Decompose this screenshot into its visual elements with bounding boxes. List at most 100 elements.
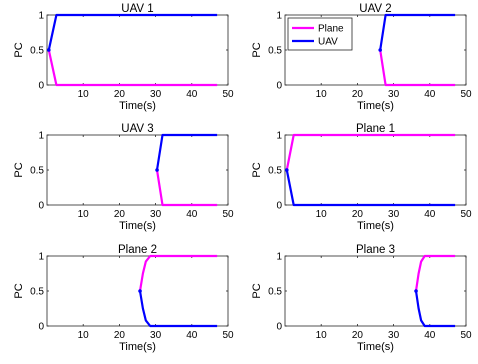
x-axis-label: Time(s) <box>119 341 156 353</box>
x-tick-label: 50 <box>460 209 472 220</box>
x-tick-label: 30 <box>388 209 400 220</box>
x-tick-label: 10 <box>316 330 328 341</box>
x-tick-label: 40 <box>424 209 436 220</box>
series-line <box>47 49 218 87</box>
series-line <box>47 13 218 51</box>
x-tick-label: 40 <box>424 89 436 100</box>
start-point-marker <box>414 289 418 293</box>
subplot-title: UAV 2 <box>359 3 391 15</box>
x-tick-label: 50 <box>222 209 234 220</box>
series-line <box>155 133 218 171</box>
series-line <box>285 169 456 207</box>
x-tick-label: 10 <box>78 89 90 100</box>
series-line <box>155 169 218 207</box>
y-tick-label: 0.5 <box>30 166 44 177</box>
x-tick-label: 10 <box>78 330 90 341</box>
x-tick-label: 40 <box>186 89 198 100</box>
x-tick-label: 40 <box>424 330 436 341</box>
y-axis-label: PC <box>13 42 25 57</box>
x-tick-label: 20 <box>114 330 126 341</box>
y-tick-label: 1 <box>276 131 282 142</box>
x-tick-label: 30 <box>388 89 400 100</box>
x-tick-label: 30 <box>388 330 400 341</box>
x-tick-label: 50 <box>222 89 234 100</box>
y-tick-label: 0 <box>38 322 44 333</box>
axes-box <box>46 255 229 327</box>
series-line <box>285 133 456 171</box>
subplot-title: UAV 1 <box>121 3 153 15</box>
axes-box <box>284 134 467 206</box>
x-axis-label: Time(s) <box>357 100 394 112</box>
start-point-marker <box>285 168 289 172</box>
subplot: 10 20 30 40 50 0 0.5 1 UAV 3 Time(s) PC <box>13 123 234 232</box>
x-axis-label: Time(s) <box>119 220 156 232</box>
axes-box <box>46 134 229 206</box>
subplot: 10 20 30 40 50 0 0.5 1 Plane 1 Time(s) PC <box>251 123 472 232</box>
subplot-title: Plane 2 <box>118 244 157 256</box>
series-line <box>414 290 456 328</box>
x-axis-label: Time(s) <box>357 341 394 353</box>
x-tick-label: 50 <box>222 330 234 341</box>
x-axis-label: Time(s) <box>119 100 156 112</box>
start-point-marker <box>378 48 383 52</box>
series-line <box>138 290 218 328</box>
series-line <box>379 13 456 51</box>
x-tick-label: 50 <box>460 330 472 341</box>
y-tick-label: 1 <box>38 11 44 22</box>
x-tick-label: 20 <box>114 209 126 220</box>
y-tick-label: 0 <box>38 81 44 92</box>
x-tick-label: 20 <box>114 89 126 100</box>
x-tick-label: 40 <box>186 209 198 220</box>
x-tick-label: 30 <box>150 209 162 220</box>
y-tick-label: 0.5 <box>268 287 282 298</box>
y-axis-label: PC <box>251 42 263 57</box>
y-tick-label: 1 <box>38 131 44 142</box>
y-axis-label: PC <box>251 162 263 177</box>
series-line <box>138 254 218 292</box>
y-tick-label: 0.5 <box>30 46 44 57</box>
x-tick-label: 10 <box>316 209 328 220</box>
subplot-title: Plane 1 <box>356 123 395 135</box>
start-point-marker <box>138 289 142 293</box>
legend-label: Plane <box>318 24 344 35</box>
start-point-marker <box>155 168 159 172</box>
subplot: 10 20 30 40 50 0 0.5 1 UAV 1 Time(s) PC <box>13 3 234 112</box>
legend-box <box>287 17 353 51</box>
start-point-marker <box>47 48 51 52</box>
subplot-title: Plane 3 <box>356 244 395 256</box>
x-tick-label: 10 <box>78 209 90 220</box>
y-tick-label: 1 <box>276 252 282 263</box>
series-line <box>379 49 456 87</box>
y-axis-label: PC <box>251 283 263 298</box>
axes-box <box>46 14 229 86</box>
y-tick-label: 0 <box>276 201 282 212</box>
series-line <box>414 254 456 292</box>
x-tick-label: 40 <box>186 330 198 341</box>
legend: Plane UAV <box>287 17 353 51</box>
x-tick-label: 20 <box>352 209 364 220</box>
y-tick-label: 0 <box>38 201 44 212</box>
subplot-title: UAV 3 <box>121 123 153 135</box>
y-tick-label: 0 <box>276 81 282 92</box>
subplot: 10 20 30 40 50 0 0.5 1 Plane 2 Time(s) PC <box>13 244 234 353</box>
legend-label: UAV <box>318 37 338 48</box>
x-tick-label: 20 <box>352 89 364 100</box>
x-tick-label: 50 <box>460 89 472 100</box>
axes-box <box>284 255 467 327</box>
y-tick-label: 1 <box>276 11 282 22</box>
y-tick-label: 0.5 <box>268 166 282 177</box>
subplot: 10 20 30 40 50 0 0.5 1 UAV 2 Time(s) PC Plane UAV <box>251 3 472 112</box>
y-tick-label: 0.5 <box>268 46 282 57</box>
x-tick-label: 30 <box>150 330 162 341</box>
x-tick-label: 20 <box>352 330 364 341</box>
y-tick-label: 0 <box>276 322 282 333</box>
x-axis-label: Time(s) <box>357 220 394 232</box>
x-tick-label: 10 <box>316 89 328 100</box>
x-tick-label: 30 <box>150 89 162 100</box>
subplot: 10 20 30 40 50 0 0.5 1 Plane 3 Time(s) PC <box>251 244 472 353</box>
y-axis-label: PC <box>13 162 25 177</box>
y-tick-label: 1 <box>38 252 44 263</box>
y-axis-label: PC <box>13 283 25 298</box>
y-tick-label: 0.5 <box>30 287 44 298</box>
